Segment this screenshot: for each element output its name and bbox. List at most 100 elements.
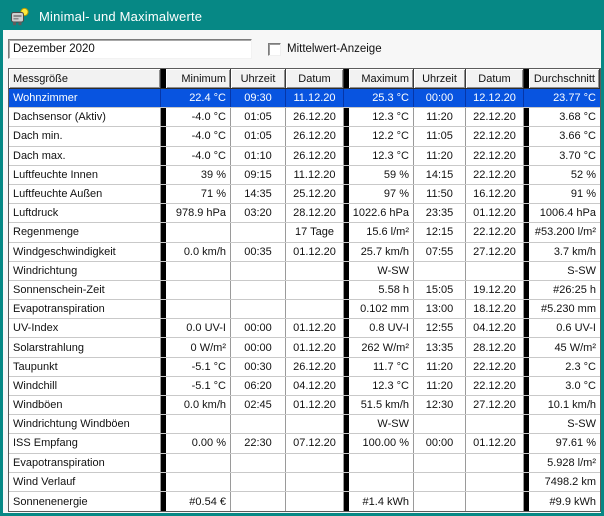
group-separator xyxy=(344,491,349,512)
header-cell-minimum[interactable]: Minimum xyxy=(166,69,231,88)
cell-durchschnitt: 7498.2 km xyxy=(544,475,596,488)
header-cell-uhrzeit-min[interactable]: Uhrzeit xyxy=(231,69,286,88)
cell-messgroesse: Luftdruck xyxy=(9,204,161,223)
header-cell-maximum[interactable]: Maximum xyxy=(349,69,414,88)
table-row[interactable]: Dach max. -4.0 °C 01:10 26.12.20 12.3 °C 11:2… xyxy=(9,146,600,166)
group-separator xyxy=(344,204,349,223)
cell-datum-max: 22.12.20 xyxy=(466,376,524,395)
cell-minimum: 39 % xyxy=(166,165,231,184)
cell-uhrzeit-min: 06:20 xyxy=(231,376,286,395)
table-row[interactable]: Luftfeuchte Innen 39 % 09:15 11.12.20 59 % 14… xyxy=(9,165,600,185)
group-separator xyxy=(161,434,166,453)
cell-datum-min: 17 Tage xyxy=(286,223,344,242)
table-row[interactable]: Wind Verlauf 7498.2 km xyxy=(9,472,600,492)
period-input[interactable] xyxy=(8,39,252,59)
group-separator xyxy=(524,165,529,184)
table-row[interactable]: Evapotranspiration 5.928 l/m² xyxy=(9,453,600,473)
cell-uhrzeit-min: 09:15 xyxy=(231,165,286,184)
cell-datum-max xyxy=(466,491,524,512)
mittelwert-group: Mittelwert-Anzeige xyxy=(268,42,382,56)
table-row[interactable]: Dachsensor (Aktiv) -4.0 °C 01:05 26.12.20 12… xyxy=(9,108,600,128)
group-separator xyxy=(344,396,349,415)
header-cell-messgroesse[interactable]: Messgröße xyxy=(9,69,161,88)
cell-uhrzeit-min: 01:05 xyxy=(231,108,286,127)
group-separator xyxy=(524,69,529,88)
table-row[interactable]: Luftdruck 978.9 hPa 03:20 28.12.20 1022.6 hP… xyxy=(9,204,600,224)
cell-uhrzeit-max: 11:50 xyxy=(414,184,466,204)
cell-minimum: 978.9 hPa xyxy=(166,204,231,223)
cell-uhrzeit-max: 14:15 xyxy=(414,165,466,184)
cell-messgroesse: Sonnenenergie xyxy=(9,491,161,512)
cell-minimum xyxy=(166,300,231,319)
cell-datum-min xyxy=(286,491,344,512)
cell-uhrzeit-max xyxy=(414,491,466,512)
table-row[interactable]: Windböen 0.0 km/h 02:45 01.12.20 51.5 km/h 12… xyxy=(9,396,600,416)
group-separator xyxy=(524,280,529,300)
cell-datum-min: 07.12.20 xyxy=(286,434,344,453)
table-row[interactable]: Windchill -5.1 °C 06:20 04.12.20 12.3 °C 11:2… xyxy=(9,376,600,396)
table-row[interactable]: Wohnzimmer 22.4 °C 09:30 11.12.20 25.3 °C 00:… xyxy=(9,89,600,109)
cell-datum-max: 04.12.20 xyxy=(466,319,524,338)
group-separator xyxy=(161,472,166,491)
cell-datum-min xyxy=(286,472,344,491)
cell-maximum: 12.3 °C xyxy=(349,146,414,165)
cell-maximum: 12.3 °C xyxy=(349,108,414,127)
header-cell-datum-min[interactable]: Datum xyxy=(286,69,344,88)
cell-durchschnitt: 3.68 °C xyxy=(559,111,596,124)
cell-messgroesse: Sonnenschein-Zeit xyxy=(9,280,161,300)
cell-messgroesse: Windböen xyxy=(9,396,161,415)
cell-messgroesse: ISS Empfang xyxy=(9,434,161,453)
cell-datum-max: 22.12.20 xyxy=(466,357,524,376)
cell-datum-min: 26.12.20 xyxy=(286,127,344,146)
cell-minimum xyxy=(166,261,231,280)
group-separator xyxy=(161,376,166,395)
table-row[interactable]: Sonnenschein-Zeit 5.58 h 15:05 19.12.20 #26:… xyxy=(9,280,600,301)
cell-messgroesse: Luftfeuchte Innen xyxy=(9,165,161,184)
cell-maximum: 5.58 h xyxy=(349,280,414,300)
group-separator xyxy=(344,261,349,280)
table-row[interactable]: Windrichtung Windböen W-SW S-SW xyxy=(9,415,600,435)
cell-minimum: -5.1 °C xyxy=(166,376,231,395)
cell-datum-min xyxy=(286,415,344,434)
cell-messgroesse: Dachsensor (Aktiv) xyxy=(9,108,161,127)
group-separator xyxy=(161,453,166,472)
group-separator xyxy=(344,69,349,88)
cell-datum-max: 22.12.20 xyxy=(466,108,524,127)
table-row[interactable]: ISS Empfang 0.00 % 22:30 07.12.20 100.00 % 00… xyxy=(9,434,600,454)
header-cell-durchschnitt[interactable]: Durchschnitt xyxy=(529,69,600,88)
cell-messgroesse: Wohnzimmer xyxy=(9,89,161,108)
group-separator xyxy=(344,242,349,261)
cell-uhrzeit-max: 11:20 xyxy=(414,146,466,165)
table-row[interactable]: Regenmenge 17 Tage 15.6 l/m² 12:15 22.12.20 #… xyxy=(9,223,600,243)
group-separator xyxy=(524,338,529,357)
table-row[interactable]: UV-Index 0.0 UV-I 00:00 01.12.20 0.8 UV-I 12:… xyxy=(9,319,600,339)
cell-durchschnitt: 3.7 km/h xyxy=(553,245,596,258)
table-row[interactable]: Dach min. -4.0 °C 01:05 26.12.20 12.2 °C 11:0… xyxy=(9,127,600,147)
header-cell-uhrzeit-max[interactable]: Uhrzeit xyxy=(414,69,466,88)
table-row[interactable]: Taupunkt -5.1 °C 00:30 26.12.20 11.7 °C 11:20… xyxy=(9,357,600,377)
cell-uhrzeit-min: 00:00 xyxy=(231,338,286,357)
cell-uhrzeit-max: 15:05 xyxy=(414,280,466,300)
cell-datum-max: 27.12.20 xyxy=(466,242,524,261)
cell-datum-min: 26.12.20 xyxy=(286,146,344,165)
table-row[interactable]: Evapotranspiration 0.102 mm 13:00 18.12.20 #… xyxy=(9,300,600,320)
table-row[interactable]: Luftfeuchte Außen 71 % 14:35 25.12.20 97 % 11… xyxy=(9,184,600,205)
group-separator xyxy=(161,223,166,242)
header-cell-datum-max[interactable]: Datum xyxy=(466,69,524,88)
table-row[interactable]: Solarstrahlung 0 W/m² 00:00 01.12.20 262 W/m… xyxy=(9,338,600,358)
mittelwert-checkbox[interactable] xyxy=(268,42,281,56)
cell-datum-max xyxy=(466,261,524,280)
cell-uhrzeit-min: 00:00 xyxy=(231,319,286,338)
group-separator xyxy=(524,261,529,280)
cell-maximum: 15.6 l/m² xyxy=(349,223,414,242)
table-row[interactable]: Windgeschwindigkeit 0.0 km/h 00:35 01.12.20… xyxy=(9,242,600,262)
table-row[interactable]: Windrichtung W-SW S-SW xyxy=(9,261,600,281)
cell-durchschnitt: #9.9 kWh xyxy=(549,495,596,508)
cell-maximum xyxy=(349,472,414,491)
cell-datum-min: 11.12.20 xyxy=(286,89,344,108)
cell-datum-max: 22.12.20 xyxy=(466,165,524,184)
cell-minimum xyxy=(166,472,231,491)
cell-minimum: 71 % xyxy=(166,184,231,204)
table-row[interactable]: Sonnenenergie #0.54 € #1.4 kWh #9.9 kWh xyxy=(9,491,600,512)
group-separator xyxy=(524,184,529,204)
